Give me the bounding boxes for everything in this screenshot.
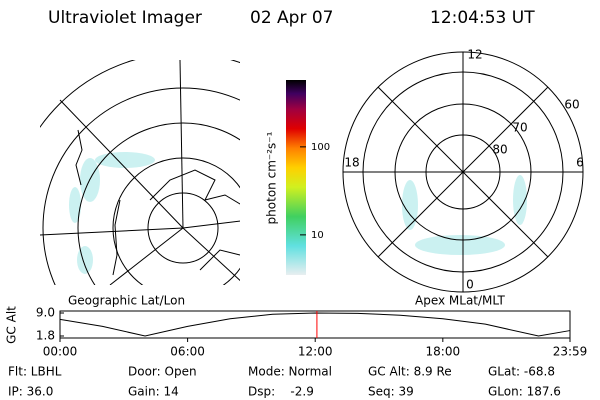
time: 12:04:53 UT [430, 8, 535, 28]
colorbar [286, 80, 306, 275]
status-field: Dsp: -2.9 [248, 385, 314, 399]
mlt-label: 12 [467, 48, 482, 62]
x-tick-label: 12:00 [298, 345, 333, 359]
status-field: Gain: 14 [128, 385, 179, 399]
status-field: Mode: Normal [248, 365, 332, 379]
polar-map [342, 51, 584, 293]
mlt-label: 6 [576, 156, 584, 170]
y-tick-label: 9.0 [36, 306, 55, 320]
x-tick-label: 06:00 [170, 345, 205, 359]
date: 02 Apr 07 [250, 8, 333, 28]
status-field: Door: Open [128, 365, 197, 379]
geo-map [40, 60, 265, 285]
mlt-label: 0 [466, 278, 474, 292]
x-tick-label: 23:59 [553, 345, 588, 359]
altitude-line [59, 312, 571, 337]
colorbar-tick-label: 100 [311, 142, 330, 153]
lat-label: 60 [564, 98, 579, 112]
x-tick-label: 18:00 [426, 345, 461, 359]
status-field: GC Alt: 8.9 Re [368, 365, 452, 379]
title: Ultraviolet Imager [48, 8, 202, 28]
status-field: Flt: LBHL [8, 365, 62, 379]
x-tick-label: 00:00 [43, 345, 78, 359]
lat-label: 80 [492, 143, 507, 157]
colorbar-label: photon cm⁻²s⁻¹ [265, 131, 279, 224]
alt-ylabel: GC Alt [5, 306, 19, 344]
status-field: GLon: 187.6 [488, 385, 561, 399]
left-map-label: Geographic Lat/Lon [68, 294, 185, 308]
right-map-label: Apex MLat/MLT [415, 294, 505, 308]
mlt-label: 18 [344, 156, 359, 170]
lat-label: 70 [512, 121, 527, 135]
status-field: IP: 36.0 [8, 385, 53, 399]
status-field: GLat: -68.8 [488, 365, 555, 379]
status-field: Seq: 39 [368, 385, 414, 399]
y-tick-label: 1.8 [36, 329, 55, 343]
colorbar-tick-label: 10 [311, 230, 324, 241]
